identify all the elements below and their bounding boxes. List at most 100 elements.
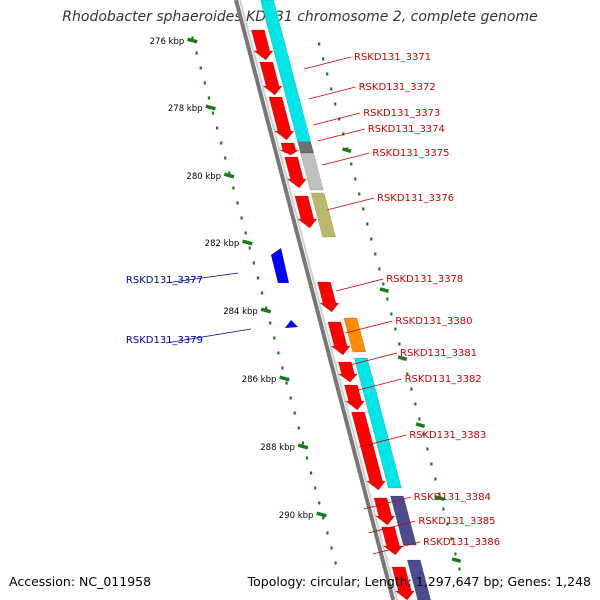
gene-labels: RSKD131_3371 RSKD131_3372 RSKD131_3373 RSKD…: [126, 52, 500, 555]
gene-leader-line: [303, 56, 352, 70]
scale-dot: [301, 441, 305, 445]
gene-label: RSKD131_3380: [395, 316, 472, 327]
gene-leader-line: [317, 128, 365, 142]
genome-summary-text: Topology: circular; Length: 1,297,647 bp…: [247, 574, 591, 589]
kbp-tick-label: 280 kbp: [186, 172, 221, 182]
cog-color-block: [300, 152, 324, 191]
kbp-tick-label: 288 kbp: [260, 443, 295, 453]
forward-gene-arrow: [268, 96, 295, 141]
outer-scale-dot: [350, 162, 353, 166]
gene-label: RSKD131_3381: [400, 348, 477, 359]
outer-scale-dot: [386, 297, 389, 301]
outer-scale-dot: [354, 177, 357, 181]
outer-scale-dot: [454, 552, 457, 556]
scale-dot: [191, 36, 194, 40]
kbp-tick-label: 290 kbp: [279, 511, 314, 521]
outer-tick-mark: [379, 287, 390, 293]
cog-color-block: [343, 317, 367, 353]
outer-scale-dot: [446, 522, 449, 526]
reverse-gene-arrow: [271, 248, 289, 283]
outer-scale-dot: [318, 42, 321, 46]
kbp-tick-mark: [223, 172, 235, 179]
outer-tick-mark: [451, 557, 462, 563]
gene-label: RSKD131_3384: [414, 492, 491, 503]
kbp-tick-label: 284 kbp: [223, 307, 258, 317]
scale-dot: [232, 186, 235, 190]
gene-label: RSKD131_3375: [372, 148, 449, 159]
kbp-tick-label: 278 kbp: [168, 104, 203, 114]
cog-color-block: [406, 559, 431, 600]
outer-scale-dot: [390, 312, 393, 316]
scale-dot: [314, 486, 317, 490]
outer-scale-dot: [426, 447, 429, 451]
backbone-line: [234, 0, 396, 600]
outer-scale-dot: [450, 537, 453, 541]
scale-dot: [199, 66, 202, 70]
kbp-tick-mark: [242, 239, 253, 246]
outer-scale-dot: [334, 102, 337, 106]
kbp-tick-mark: [297, 443, 309, 450]
scale-dot: [215, 126, 219, 130]
gene-label: RSKD131_3383: [409, 430, 486, 441]
scale-dot: [322, 516, 325, 520]
forward-gene-arrow: [391, 566, 415, 600]
outer-scale-dot: [458, 567, 461, 571]
forward-gene-arrow: [259, 61, 283, 96]
outer-scale-dot: [322, 57, 325, 61]
gene-label: RSKD131_3377: [126, 275, 203, 286]
gene-label: RSKD131_3373: [363, 108, 440, 119]
gene-leader-line: [165, 328, 252, 344]
gene-label: RSKD131_3372: [359, 82, 436, 93]
cog-color-block: [390, 495, 417, 546]
outer-scale-dot: [378, 267, 381, 271]
scale-dot: [240, 216, 243, 220]
accession-text: Accession: NC_011958: [9, 574, 152, 589]
gene-label: RSKD131_3382: [405, 374, 482, 385]
gene-leader-line: [322, 152, 370, 166]
scale-dot: [256, 276, 260, 280]
outer-scale-dot: [410, 387, 413, 391]
gene-label: RSKD131_3379: [126, 335, 203, 346]
outer-scale-dot: [434, 477, 437, 481]
scale-dot: [297, 426, 300, 430]
scale-dot: [330, 546, 333, 550]
outer-scale-dot: [442, 507, 445, 511]
forward-gene-arrow: [279, 142, 300, 156]
gene-label: RSKD131_3371: [354, 52, 431, 63]
gene-label: RSKD131_3376: [377, 193, 454, 204]
forward-gene-arrow: [344, 384, 366, 411]
outer-scale-dot: [430, 462, 433, 466]
gene-leader-line: [359, 434, 407, 448]
outer-scale-dot: [370, 237, 373, 241]
gene-leader-line: [165, 272, 239, 284]
cog-color-block: [310, 192, 336, 238]
gene-leader-line: [368, 520, 416, 534]
scale-dot: [326, 531, 329, 535]
kbp-tick-mark: [187, 37, 198, 44]
kbp-tick-label: 286 kbp: [242, 375, 277, 385]
outer-scale-dot: [338, 117, 341, 121]
kbp-tick-mark: [279, 375, 290, 382]
outer-tick-mark: [435, 495, 445, 501]
scale-dot: [244, 231, 247, 235]
scale-dot: [248, 246, 251, 250]
scale-dot: [277, 351, 280, 355]
map-title: Rhodobacter sphaeroides KD131 chromosome…: [62, 9, 538, 25]
outer-scale-dot: [358, 192, 361, 196]
scale-dot: [305, 456, 309, 460]
scale-dot: [228, 171, 231, 175]
scale-dot: [211, 111, 215, 115]
forward-gene-arrow: [327, 321, 351, 356]
outer-tick-mark: [415, 422, 426, 428]
kbp-scale: 276 kbp 278 kbp 280 kbp 282 kbp 284 kbp 286 k…: [150, 36, 462, 571]
outer-scale-dot: [422, 432, 425, 436]
outer-scale-dot: [438, 492, 441, 496]
outer-scale-dot: [414, 402, 417, 406]
outer-tick-mark: [342, 147, 352, 153]
scale-dot: [309, 471, 313, 475]
scale-dot: [203, 81, 206, 85]
outer-scale-dot: [374, 252, 377, 256]
scale-dot: [285, 381, 288, 385]
kbp-tick-label: 276 kbp: [150, 37, 185, 47]
forward-gene-arrow: [317, 281, 340, 313]
